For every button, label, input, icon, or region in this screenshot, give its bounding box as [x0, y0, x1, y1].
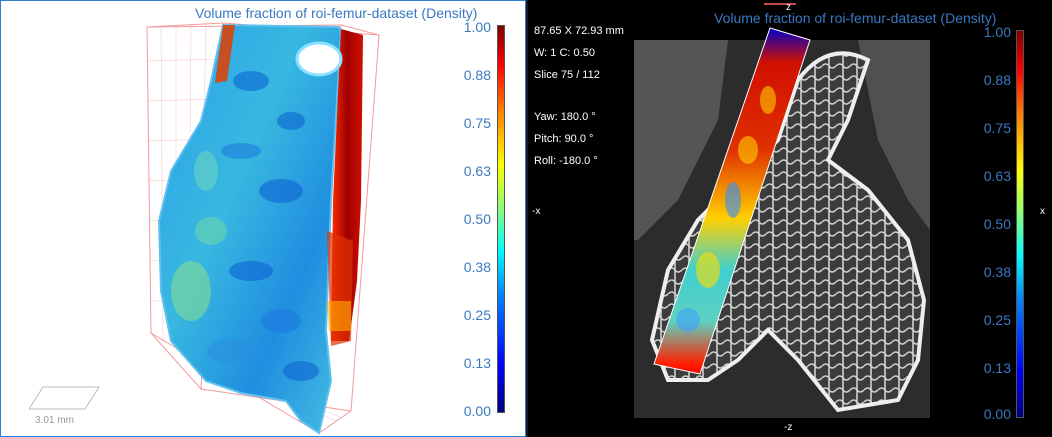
- right-panel-title: Volume fraction of roi-femur-dataset (De…: [714, 10, 997, 26]
- scale-bar-label: 3.01 mm: [35, 415, 74, 426]
- panel-divider[interactable]: [526, 0, 528, 437]
- colorbar-tick: 0.88: [463, 67, 491, 83]
- slice-view-panel[interactable]: Volume fraction of roi-femur-dataset (De…: [528, 0, 1052, 437]
- colorbar-tick: 1.00: [463, 19, 491, 35]
- pitch-readout: Pitch: 90.0 °: [534, 133, 594, 145]
- colorbar-tick: 0.88: [983, 72, 1011, 88]
- femur-bone-outline: [649, 51, 927, 413]
- volume-render-panel[interactable]: Volume fraction of roi-femur-dataset (De…: [0, 0, 526, 437]
- colorbar-tick: 0.00: [463, 403, 491, 419]
- yaw-readout: Yaw: 180.0 °: [534, 111, 596, 123]
- colorbar-tick: 0.75: [983, 120, 1011, 136]
- colorbar-tick: 0.38: [983, 264, 1011, 280]
- colorbar-tick: 0.63: [463, 163, 491, 179]
- colorbar-tick: 1.00: [983, 24, 1011, 40]
- left-panel-title: Volume fraction of roi-femur-dataset (De…: [195, 5, 478, 21]
- axis-label-left: -x: [532, 206, 541, 217]
- axis-label-top: z: [786, 2, 791, 13]
- dimensions-readout: 87.65 X 72.93 mm: [534, 25, 624, 37]
- colorbar-tick: 0.38: [463, 259, 491, 275]
- colorbar-tick: 0.13: [983, 360, 1011, 376]
- roll-readout: Roll: -180.0 °: [534, 155, 598, 167]
- axis-label-bottom: -z: [784, 422, 793, 433]
- axis-label-right: x: [1040, 206, 1045, 217]
- colorbar-tick: 0.75: [463, 115, 491, 131]
- volume-render-canvas[interactable]: [1, 1, 526, 437]
- colorbar-tick: 0.50: [983, 216, 1011, 232]
- right-colorbar: [1016, 30, 1024, 418]
- colorbar-tick: 0.00: [983, 406, 1011, 422]
- colorbar-tick: 0.25: [463, 307, 491, 323]
- window-level-readout: W: 1 C: 0.50: [534, 47, 595, 59]
- colorbar-tick: 0.50: [463, 211, 491, 227]
- colorbar-tick: 0.25: [983, 312, 1011, 328]
- colorbar-tick: 0.63: [983, 168, 1011, 184]
- scale-bar-icon: [29, 386, 100, 410]
- slice-view-canvas[interactable]: [528, 0, 1052, 437]
- density-texture: [171, 71, 319, 381]
- left-colorbar: [497, 25, 505, 413]
- slice-readout: Slice 75 / 112: [534, 69, 600, 81]
- colorbar-tick: 0.13: [463, 355, 491, 371]
